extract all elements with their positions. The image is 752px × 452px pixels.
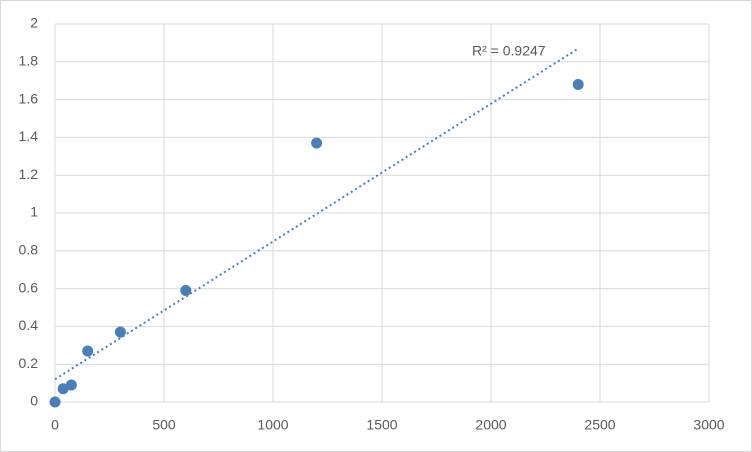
x-tick-label: 1500	[366, 417, 397, 433]
x-tick-label: 2500	[584, 417, 615, 433]
point	[57, 383, 69, 395]
point	[82, 345, 94, 357]
x-tick-label: 500	[152, 417, 176, 433]
y-tick-label: 0.4	[19, 317, 39, 333]
y-tick-label: 0.2	[19, 355, 39, 371]
x-tick-label: 1000	[257, 417, 288, 433]
y-tick-label: 0.6	[19, 279, 39, 295]
y-tick-label: 1.6	[19, 90, 39, 106]
y-tick-label: 1.8	[19, 53, 39, 69]
point	[49, 396, 61, 408]
point	[114, 326, 126, 338]
trendline-label: R² = 0.9247	[472, 43, 546, 59]
point	[65, 379, 77, 391]
y-tick-label: 0.8	[19, 242, 39, 258]
y-tick-label: 1	[30, 204, 38, 220]
y-tick-label: 2	[30, 15, 38, 31]
trendline	[54, 47, 579, 381]
point	[180, 284, 192, 296]
x-tick-label: 0	[51, 417, 59, 433]
x-tick-label: 3000	[693, 417, 724, 433]
y-tick-label: 1.4	[19, 128, 39, 144]
point	[572, 78, 584, 90]
y-tick-label: 0	[30, 393, 38, 409]
y-tick-label: 1.2	[19, 166, 39, 182]
point	[311, 137, 323, 149]
x-tick-label: 2000	[475, 417, 506, 433]
